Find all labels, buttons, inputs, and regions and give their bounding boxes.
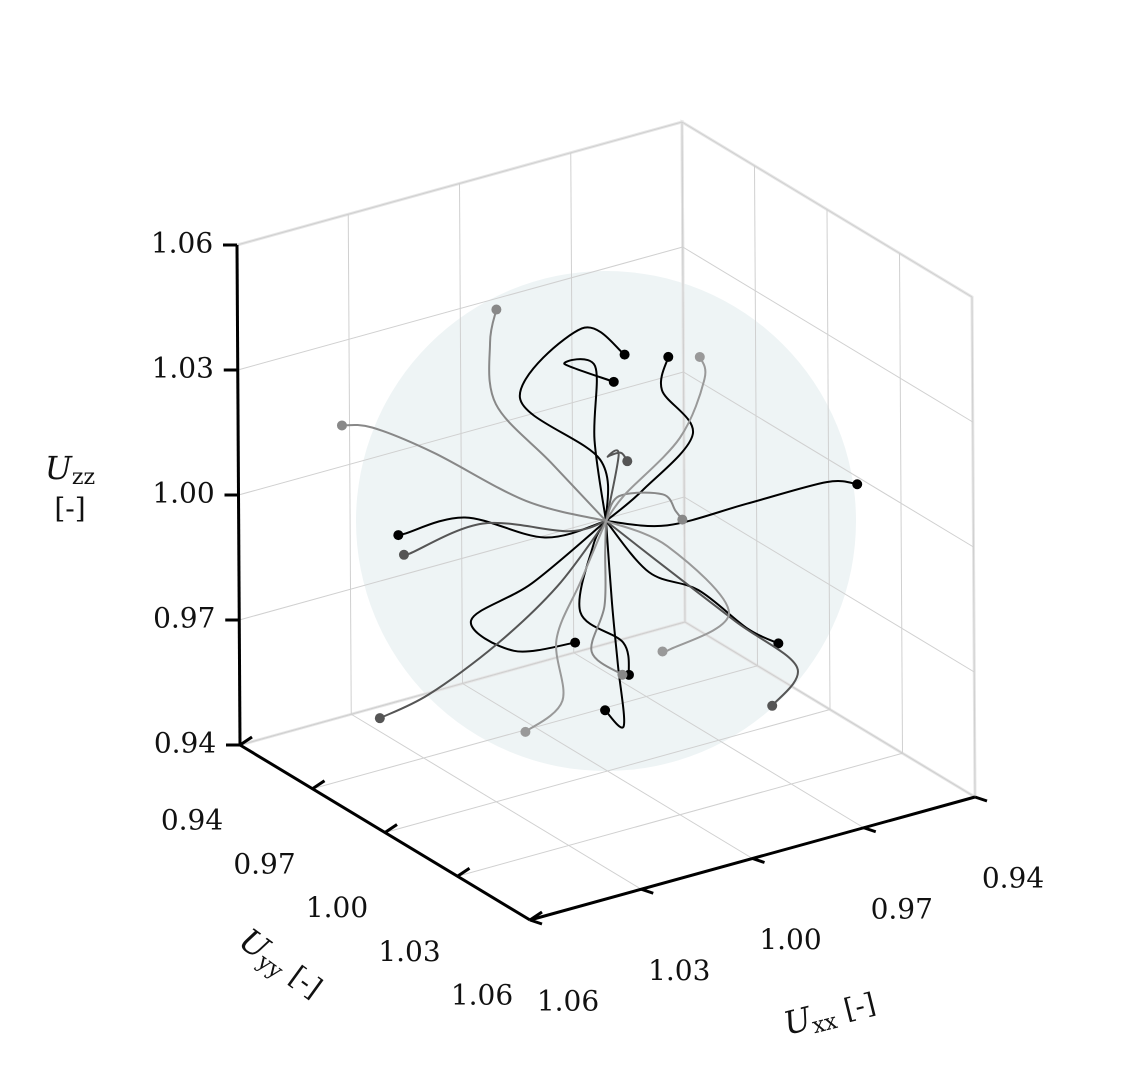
grid-line bbox=[457, 752, 903, 877]
xlabel-axis-label: Uxx[-] bbox=[780, 983, 880, 1046]
grid-line bbox=[683, 371, 974, 548]
trajectory bbox=[605, 491, 684, 522]
grid-line bbox=[683, 496, 975, 673]
trajectory-end bbox=[374, 713, 385, 724]
x-tick-label: 1.06 bbox=[537, 985, 599, 1018]
trajectory-end bbox=[677, 514, 688, 525]
trajectory-end bbox=[336, 420, 347, 431]
trajectory-end bbox=[393, 530, 404, 541]
zlabel-axis-label: Uzz [-] bbox=[45, 449, 95, 525]
trajectory bbox=[488, 309, 607, 522]
label-unit: [-] bbox=[840, 986, 878, 1026]
trajectory-end bbox=[520, 726, 531, 737]
tick-mark bbox=[863, 826, 877, 834]
tick-mark bbox=[752, 857, 765, 864]
trajectory-end bbox=[663, 351, 674, 362]
trajectory bbox=[518, 326, 626, 522]
trajectory-end bbox=[657, 646, 668, 657]
trajectory-end bbox=[617, 669, 628, 680]
trajectory-end bbox=[622, 456, 633, 467]
tick-mark bbox=[529, 910, 543, 922]
label-symbol: U bbox=[45, 449, 73, 487]
tick-mark bbox=[974, 795, 988, 803]
grid-line bbox=[384, 709, 831, 833]
grid-line bbox=[239, 621, 686, 746]
x-tick-label: 0.94 bbox=[982, 862, 1044, 895]
grid-line bbox=[238, 371, 684, 496]
y-tick-label: 0.94 bbox=[161, 804, 223, 837]
trajectory bbox=[470, 520, 607, 653]
trajectory-end bbox=[491, 304, 502, 315]
z-tick-label: 1.00 bbox=[152, 477, 214, 510]
z-tick-label: 1.06 bbox=[151, 227, 213, 260]
tick-mark bbox=[640, 887, 654, 895]
trajectory-end bbox=[608, 376, 619, 387]
trajectory bbox=[590, 520, 624, 676]
label-subscript: zz bbox=[72, 465, 95, 490]
grid-line bbox=[236, 121, 683, 246]
trajectory-end bbox=[600, 705, 611, 716]
trajectory bbox=[605, 356, 707, 522]
trajectory bbox=[341, 423, 607, 522]
trajectory bbox=[605, 520, 779, 645]
grid-line bbox=[312, 665, 758, 790]
trajectory-end bbox=[773, 638, 784, 649]
trajectory bbox=[379, 520, 607, 720]
y-tick-label: 1.06 bbox=[451, 979, 513, 1012]
grid-line bbox=[681, 121, 973, 298]
y-tick-label: 1.03 bbox=[378, 935, 440, 968]
trajectory-end bbox=[767, 700, 778, 711]
x-tick-label: 1.03 bbox=[648, 954, 710, 987]
tick-mark bbox=[384, 823, 398, 834]
z-tick-label: 0.97 bbox=[153, 602, 215, 635]
z-tick-label: 0.94 bbox=[154, 727, 216, 760]
label-unit: [-] bbox=[284, 959, 329, 1004]
tick-mark bbox=[311, 779, 326, 790]
trajectory-end bbox=[398, 549, 409, 560]
tick-mark bbox=[456, 867, 471, 878]
grid-line bbox=[682, 246, 974, 423]
y-tick-label: 1.00 bbox=[306, 891, 368, 924]
trajectory-end bbox=[619, 349, 630, 360]
trajectory bbox=[605, 356, 694, 522]
x-tick-label: 0.97 bbox=[871, 892, 933, 925]
tick-mark bbox=[529, 918, 543, 926]
x-tick-label: 1.00 bbox=[759, 923, 821, 956]
trajectory bbox=[605, 520, 799, 707]
label-unit: [-] bbox=[54, 492, 85, 525]
y-tick-label: 0.97 bbox=[233, 847, 295, 880]
trajectory bbox=[605, 480, 858, 528]
trajectory bbox=[605, 449, 629, 522]
trajectory bbox=[524, 520, 607, 733]
trajectory-end bbox=[852, 479, 863, 490]
grid-line bbox=[684, 621, 976, 798]
tick-mark bbox=[239, 735, 253, 747]
label-subscript: xx bbox=[810, 1009, 841, 1039]
trajectory bbox=[604, 520, 626, 729]
z-tick-label: 1.03 bbox=[152, 352, 214, 385]
trajectory-end bbox=[570, 637, 581, 648]
grid-line bbox=[237, 246, 683, 371]
trajectory-end bbox=[694, 351, 705, 362]
ylabel-axis-label: Uyy[-] bbox=[231, 920, 331, 1008]
trajectory bbox=[563, 358, 615, 522]
